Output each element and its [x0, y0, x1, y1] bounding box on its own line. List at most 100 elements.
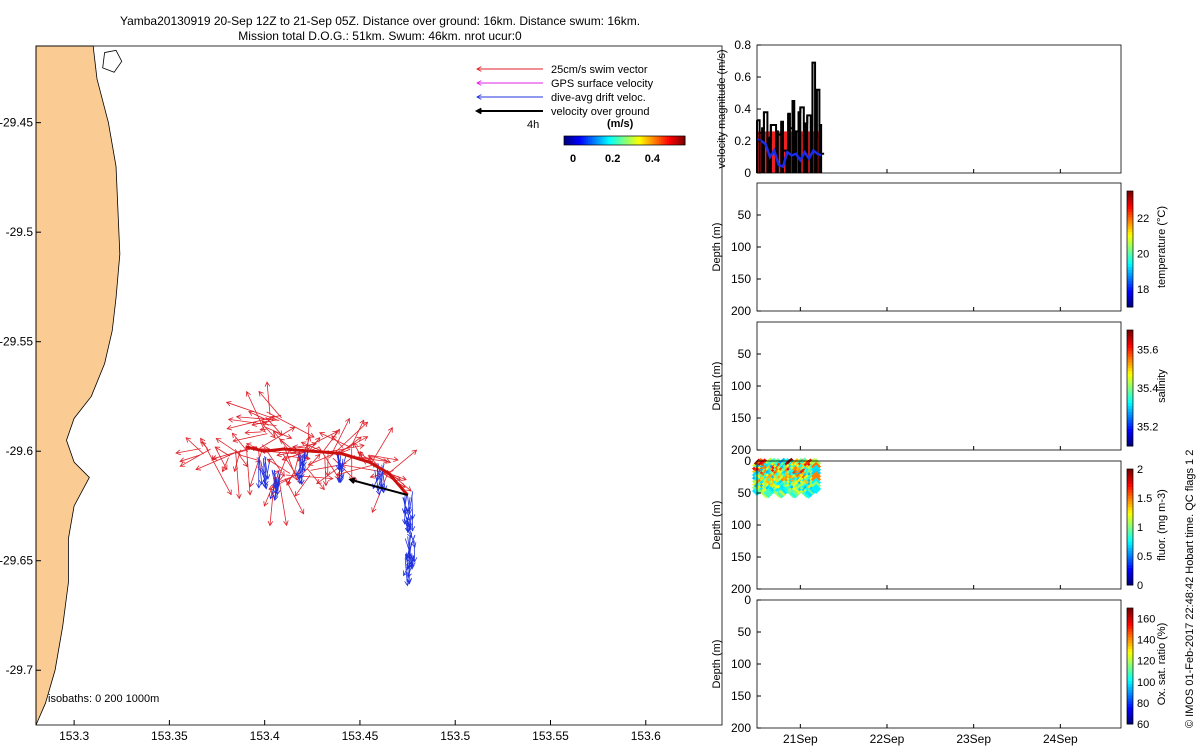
legend-colorbar-cell [564, 136, 567, 145]
fluorescence-cell [792, 474, 803, 485]
swim-vector-head [272, 430, 279, 437]
panel-frame [756, 460, 1122, 590]
colorbar-cell [1127, 469, 1133, 473]
drift-vector [406, 520, 411, 528]
fluorescence-cell [782, 464, 793, 475]
day-tick-label: 21Sep [783, 732, 818, 746]
fluorescence-cell [761, 475, 772, 486]
fluorescence-cell [793, 471, 804, 482]
fluorescence-cell [807, 481, 818, 492]
swim-vector-head [369, 473, 376, 479]
drift-vector [262, 457, 266, 488]
fluorescence-cell [784, 462, 795, 473]
fluorescence-cell [780, 462, 791, 473]
colorbar-cell [1127, 376, 1133, 380]
legend-colorbar-tick: 0.2 [605, 153, 620, 165]
legend-colorbar-cell [610, 136, 613, 145]
fluorescence-cell [805, 464, 816, 475]
drift-vector-head [410, 561, 416, 568]
colorbar-cell [1127, 613, 1133, 618]
swim-vector [246, 443, 253, 446]
fluorescence-cell [797, 480, 808, 491]
fluorescence-cell [765, 460, 776, 471]
colorbar-cell [1127, 443, 1133, 447]
colorbar-cell [1127, 196, 1133, 201]
fluorescence-cell [801, 481, 812, 492]
swim-vector [285, 474, 333, 480]
colorbar-cell [1127, 301, 1133, 305]
x-tick-label: 153.45 [342, 729, 379, 743]
panel-frame [756, 44, 1122, 174]
fluorescence-cell [793, 481, 804, 492]
swim-vector [249, 451, 262, 487]
swim-vector [206, 448, 232, 495]
swim-vector [232, 432, 249, 452]
drift-vector [403, 495, 408, 514]
swim-vector-head [179, 461, 186, 467]
fluorescence-cell [790, 485, 801, 496]
colorbar-cell [1127, 495, 1133, 499]
swim-vector-head [294, 491, 300, 497]
swim-vector-head [306, 421, 312, 428]
colorbar-cell [1127, 709, 1133, 713]
colorbar-cell [1127, 220, 1133, 224]
fluorescence-cell [799, 486, 810, 497]
colorbar-cell [1127, 625, 1133, 629]
fluorescence-cell [776, 472, 787, 483]
colorbar-cell [1127, 393, 1133, 398]
x-tick-label: 153.3 [59, 729, 89, 743]
colorbar-cell [1127, 237, 1133, 241]
swim-vector [261, 420, 269, 426]
fluorescence-cell [792, 477, 803, 488]
fluorescence-cell [765, 479, 776, 490]
fluorescence-cell [807, 465, 818, 476]
colorbar-tick-label: 140 [1137, 635, 1155, 647]
fluorescence-cell [801, 468, 812, 479]
fluorescence-cell [772, 467, 783, 478]
fluorescence-cell [795, 470, 806, 481]
colorbar-cell [1127, 370, 1133, 374]
fluorescence-cell [769, 457, 780, 468]
swim-vector-head [263, 500, 269, 507]
fluorescence-cell [788, 485, 799, 496]
fluorescence-cell [776, 462, 787, 473]
swim-vector-head [283, 520, 289, 527]
colorbar-cell [1127, 703, 1133, 708]
fluorescence-cell [772, 483, 783, 494]
fluorescence-cell [776, 478, 787, 489]
land-mass [35, 45, 121, 726]
x-tick-label: 153.4 [250, 729, 280, 743]
fluorescence-cell [765, 473, 776, 484]
colorbar-cell [1127, 356, 1133, 360]
swim-vector-head [395, 475, 402, 481]
colorbar-cell [1127, 608, 1133, 612]
colorbar-cell [1127, 214, 1133, 218]
swim-vector-head [185, 437, 192, 443]
fluorescence-cell [769, 464, 780, 475]
fluorescence-cell [805, 474, 816, 485]
track-line [245, 445, 409, 497]
swim-vector-head [332, 430, 339, 436]
y-tick-label: -29.6 [6, 444, 34, 458]
colorbar-cell [1127, 660, 1133, 664]
x-tick-label: 153.6 [631, 729, 661, 743]
legend-colorbar-cell [664, 136, 668, 145]
fluorescence-cell [778, 473, 789, 484]
colorbar-cell [1127, 668, 1133, 673]
legend-label: velocity over ground [551, 106, 649, 118]
legend-colorbar-cell [570, 136, 573, 145]
swim-vector [331, 418, 350, 454]
swim-vector-head [285, 478, 291, 485]
day-tick-label: 23Sep [956, 732, 991, 746]
fluorescence-cell [805, 467, 816, 478]
colorbar-tick-label: 160 [1137, 614, 1155, 626]
swim-vector [235, 450, 240, 499]
side-note-text: © IMOS 01-Feb-2017 22:48:42 Hobart time.… [1184, 450, 1196, 728]
colorbar-cell [1127, 411, 1133, 415]
colorbar-cell [1127, 654, 1133, 658]
drift-speed-line [756, 138, 822, 169]
colorbar-cell [1127, 388, 1133, 392]
swim-vector-head [315, 453, 321, 460]
fluorescence-cell [759, 474, 770, 485]
swim-vector [316, 455, 356, 485]
